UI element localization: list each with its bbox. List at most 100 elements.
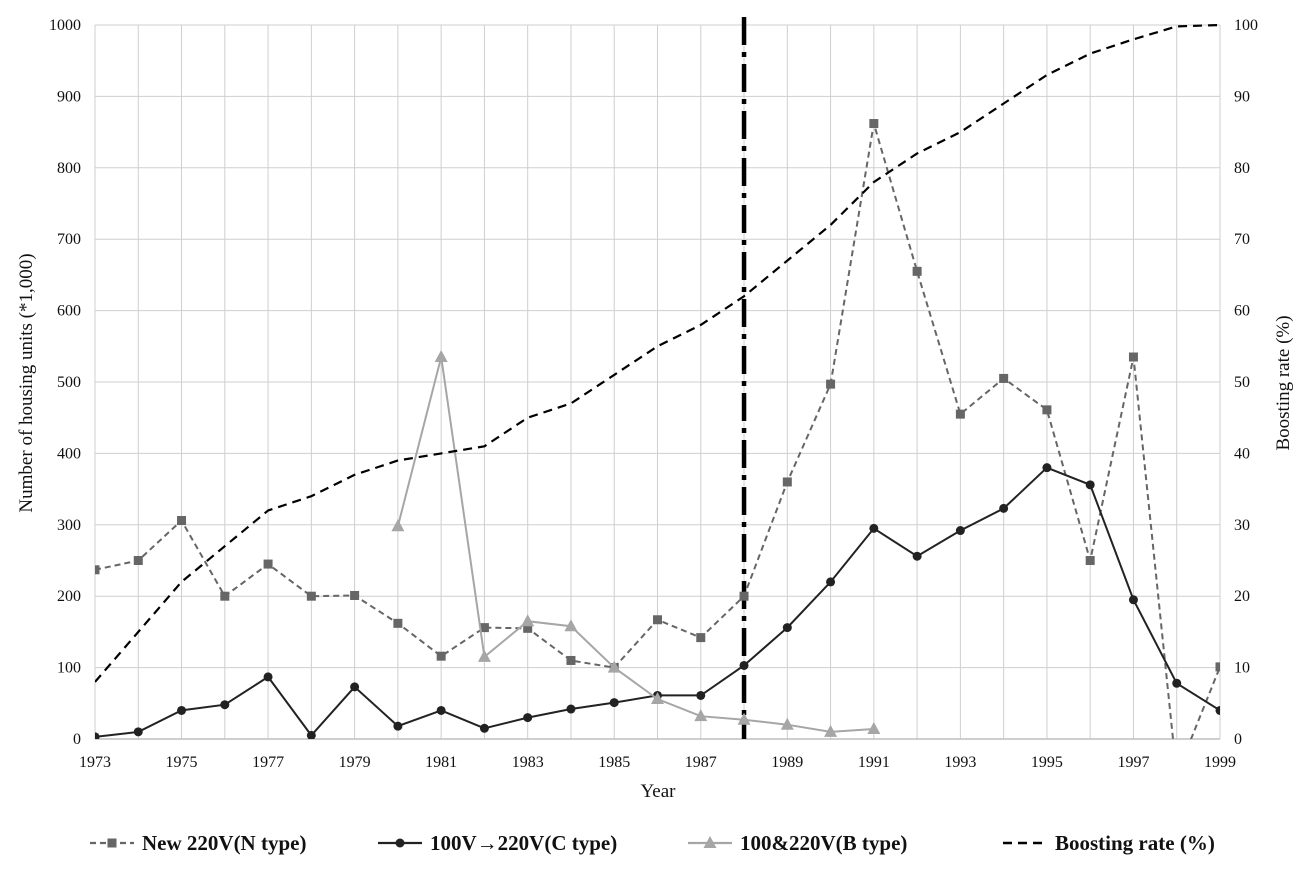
legend-item-3: Boosting rate (%)	[1003, 831, 1215, 855]
legend-label: New 220V(N type)	[142, 831, 306, 855]
x-tick-label: 1993	[944, 754, 976, 771]
data-point-circle	[133, 727, 143, 737]
data-point-triangle	[607, 660, 621, 673]
data-point-square	[912, 266, 922, 276]
data-point-circle	[955, 526, 965, 536]
data-point-square	[696, 633, 706, 643]
y-left-tick-label: 0	[73, 731, 81, 748]
y-right-tick-label: 0	[1234, 731, 1242, 748]
y-right-tick-label: 30	[1234, 517, 1250, 534]
y-right-tick-label: 60	[1234, 303, 1250, 320]
x-tick-label: 1985	[598, 754, 630, 771]
y-right-tick-label: 50	[1234, 374, 1250, 391]
data-point-square	[999, 373, 1009, 383]
x-tick-label: 1975	[166, 754, 198, 771]
data-point-circle	[826, 577, 836, 587]
data-point-square	[107, 838, 117, 848]
data-point-triangle	[434, 350, 448, 363]
data-point-triangle	[651, 692, 664, 705]
legend-item-1: 100V→220V(C type)	[378, 831, 617, 855]
series-group	[95, 23, 1220, 739]
data-point-triangle	[737, 712, 751, 725]
data-point-circle	[479, 723, 489, 733]
data-point-circle	[393, 721, 403, 731]
y-right-tick-label: 80	[1234, 160, 1250, 177]
y-left-tick-label: 400	[57, 445, 81, 462]
data-point-square	[350, 590, 360, 600]
data-point-circle	[350, 682, 360, 692]
data-point-circle	[999, 503, 1009, 513]
x-tick-label: 1983	[512, 754, 544, 771]
series-line	[396, 356, 874, 733]
data-point-circle	[1172, 678, 1182, 688]
x-tick-label: 1973	[79, 754, 111, 771]
data-point-circle	[177, 705, 187, 715]
y-right-tick-label: 40	[1234, 445, 1250, 462]
data-point-square	[263, 559, 273, 569]
data-point-circle	[436, 705, 446, 715]
y-right-tick-label: 90	[1234, 88, 1250, 105]
data-point-triangle	[703, 836, 717, 848]
data-point-square	[826, 379, 836, 389]
data-point-circle	[566, 704, 576, 714]
data-point-circle	[696, 690, 706, 700]
legend-item-0: New 220V(N type)	[90, 831, 306, 855]
data-point-circle	[609, 698, 619, 708]
data-point-circle	[1085, 480, 1095, 490]
data-point-triangle	[564, 619, 578, 632]
x-tick-label: 1977	[252, 754, 284, 771]
grid-lines	[94, 24, 1221, 740]
y-left-tick-label: 900	[57, 88, 81, 105]
y-left-tick-label: 500	[57, 374, 81, 391]
data-point-circle	[220, 700, 230, 710]
data-point-triangle	[780, 717, 794, 730]
data-point-circle	[306, 730, 316, 739]
data-point-triangle	[391, 519, 405, 532]
data-point-square	[566, 655, 576, 665]
data-point-square	[1085, 556, 1095, 565]
data-point-triangle	[521, 614, 535, 627]
data-point-circle	[912, 551, 922, 561]
data-point-square	[220, 591, 230, 601]
data-point-circle	[395, 838, 405, 848]
legend-label: Boosting rate (%)	[1055, 831, 1215, 855]
data-point-square	[1128, 352, 1138, 362]
y-left-tick-label: 800	[57, 160, 81, 177]
x-tick-label: 1981	[425, 754, 457, 771]
x-axis-title: Year	[640, 781, 676, 802]
data-point-circle	[263, 672, 273, 682]
legend-label: 100&220V(B type)	[740, 831, 907, 855]
data-point-triangle	[824, 724, 838, 737]
y-right-tick-labels: 0 10 20 30 40 50 60 70 80 90 100	[1234, 17, 1258, 748]
series-2	[391, 350, 881, 737]
data-point-triangle	[867, 722, 881, 735]
data-point-square	[869, 119, 879, 129]
x-tick-label: 1979	[339, 754, 371, 771]
y-left-tick-label: 1000	[49, 17, 81, 34]
series-3	[95, 23, 1220, 683]
legend: New 220V(N type) 100V→220V(C type) 100&220…	[90, 831, 1215, 855]
data-point-triangle	[477, 649, 491, 662]
data-point-circle	[1215, 705, 1220, 715]
data-point-square	[436, 651, 446, 661]
y-left-axis-title: Number of housing units (*1,000)	[16, 253, 37, 512]
series-0	[95, 119, 1220, 739]
data-point-square	[782, 477, 792, 487]
data-point-square	[133, 556, 143, 565]
y-left-tick-label: 200	[57, 588, 81, 605]
data-point-circle	[739, 660, 749, 670]
data-point-square	[739, 591, 749, 601]
x-tick-label: 1991	[858, 754, 890, 771]
data-point-triangle	[694, 709, 708, 722]
data-point-square	[653, 615, 662, 625]
y-left-tick-labels: 0 100 200 300 400 500 600 700 800 900 1000	[49, 17, 81, 748]
y-left-tick-label: 600	[57, 303, 81, 320]
x-tick-label: 1999	[1204, 754, 1236, 771]
data-point-circle	[95, 732, 100, 739]
y-left-tick-label: 300	[57, 517, 81, 534]
x-tick-labels: 1973 1975 1977 1979 1981 1983 1985 1987 1989 1991…	[79, 754, 1236, 771]
y-left-tick-label: 700	[57, 231, 81, 248]
data-point-circle	[1128, 595, 1138, 605]
data-point-square	[1042, 405, 1052, 415]
